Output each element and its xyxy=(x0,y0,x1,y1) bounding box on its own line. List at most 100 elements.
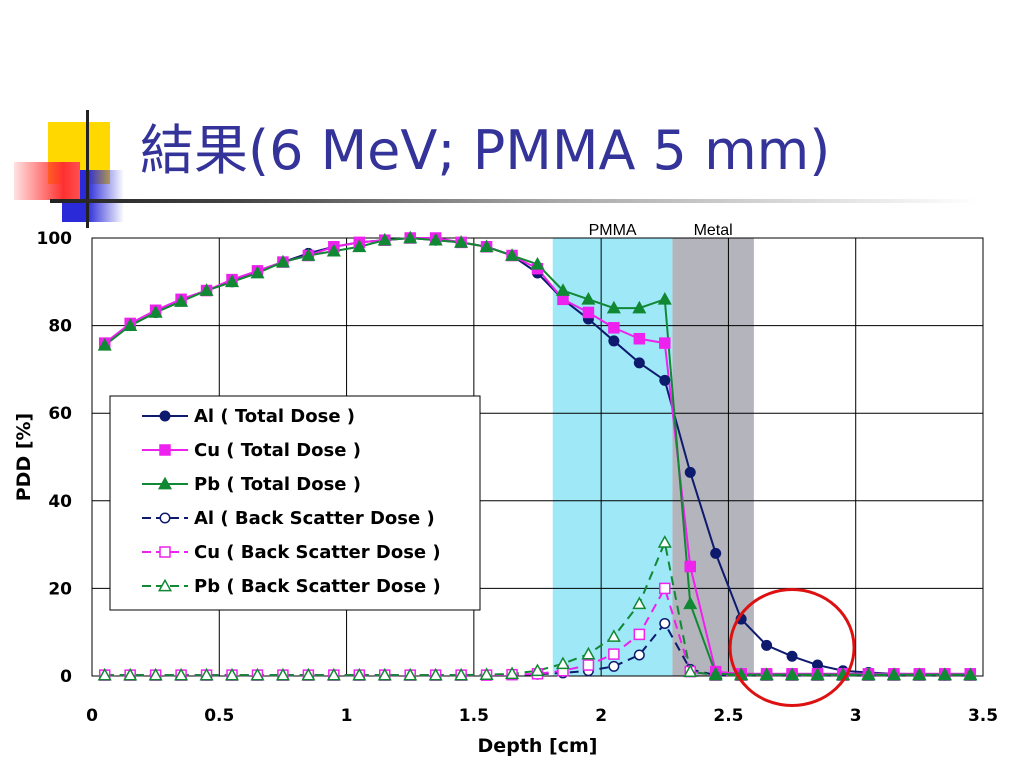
series-1-point xyxy=(659,337,671,349)
series-2-point xyxy=(403,230,418,244)
series-5-point xyxy=(377,667,392,681)
x-tick-label: 3 xyxy=(850,706,862,726)
legend-marker xyxy=(157,578,173,592)
series-0-point xyxy=(633,357,645,369)
slide-title: 結果(6 MeV; PMMA 5 mm) xyxy=(140,119,831,182)
series-5-point xyxy=(555,656,570,670)
series-1-point xyxy=(582,306,595,319)
series-2-point xyxy=(937,667,952,681)
legend-label: Pb ( Back Scatter Dose ) xyxy=(194,576,441,597)
decor-vertical-line xyxy=(86,110,89,228)
legend: Al ( Total Dose ) Cu ( Total Dose ) Pb ( T… xyxy=(109,395,481,611)
series-2-point xyxy=(199,283,214,296)
series-2-point xyxy=(810,667,825,681)
x-tick-label: 3.5 xyxy=(968,706,998,726)
legend-label: Cu ( Back Scatter Dose ) xyxy=(194,542,441,563)
decor-red-square xyxy=(14,162,80,200)
legend-label: Al ( Back Scatter Dose ) xyxy=(194,508,435,529)
series-2-point xyxy=(454,235,469,248)
title-underline xyxy=(50,199,980,203)
series-2-point xyxy=(174,294,189,307)
region-labels: PMMA Metal xyxy=(589,222,733,239)
series-2-point xyxy=(479,239,494,253)
series-2-point xyxy=(963,667,978,681)
series-2-point xyxy=(708,666,723,680)
series-2-point xyxy=(275,254,290,268)
series-4-point xyxy=(659,582,671,595)
y-tick-label: 100 xyxy=(37,229,73,249)
series-3-point xyxy=(659,617,671,629)
band-metal xyxy=(672,238,754,676)
series-5-point xyxy=(403,667,418,681)
series-5-point xyxy=(581,646,596,660)
legend-marker xyxy=(157,476,173,490)
series-2-point xyxy=(301,248,316,261)
series-2-point xyxy=(377,232,392,246)
series-0-point xyxy=(684,466,696,478)
x-tick-label: 2 xyxy=(595,706,607,726)
series-5-point xyxy=(352,667,367,681)
series-5-point xyxy=(530,663,545,677)
series-1-point xyxy=(633,332,646,345)
legend-label: Al ( Total Dose ) xyxy=(194,406,355,427)
series-1-point xyxy=(608,322,620,334)
x-tick-labels: 0 0.5 1 1.5 2 2.5 3 3.5 xyxy=(86,706,998,726)
series-3-point xyxy=(633,649,645,661)
series-2-point xyxy=(657,292,672,305)
series-0-point xyxy=(761,639,773,651)
x-tick-label: 1 xyxy=(341,706,353,726)
series-5-point xyxy=(123,667,138,681)
series-2-point xyxy=(97,338,112,351)
y-tick-label: 60 xyxy=(48,404,72,424)
legend-marker xyxy=(159,546,171,558)
legend-label: Cu ( Total Dose ) xyxy=(194,440,361,461)
series-5-point xyxy=(174,667,189,681)
series-2-point xyxy=(123,318,138,331)
series-5-point xyxy=(250,667,265,681)
series-2-point xyxy=(683,596,698,610)
legend-marker xyxy=(159,410,171,422)
x-tick-label: 0.5 xyxy=(204,706,234,726)
annotation xyxy=(728,588,856,708)
band-label-pmma: PMMA xyxy=(589,222,637,239)
y-tick-label: 20 xyxy=(48,579,72,599)
series-0-point xyxy=(786,650,798,662)
series-5-point xyxy=(326,667,341,681)
series-4-point xyxy=(608,648,620,660)
y-tick-label: 80 xyxy=(48,317,72,337)
series-2-point xyxy=(785,667,800,681)
series-2-point xyxy=(326,243,341,257)
band-label-metal: Metal xyxy=(694,222,733,239)
x-tick-label: 2.5 xyxy=(713,706,743,726)
series-5-point xyxy=(606,629,621,642)
series-5-point xyxy=(199,667,214,681)
series-5-point xyxy=(479,667,494,681)
series-0-point xyxy=(659,374,671,386)
series-5-point xyxy=(505,666,520,680)
series-5-point xyxy=(632,596,647,610)
series-5-point xyxy=(275,667,290,681)
x-tick-label: 0 xyxy=(86,706,98,726)
series-5-point xyxy=(428,667,443,681)
y-tick-label: 0 xyxy=(60,667,72,687)
y-axis-label: PDD [%] xyxy=(13,413,35,502)
series-2-point xyxy=(886,667,901,681)
series-2-point xyxy=(632,300,647,314)
series-2-point xyxy=(759,667,774,681)
series-2-point xyxy=(861,667,876,681)
series-5-point xyxy=(97,667,112,681)
series-2-point xyxy=(530,256,545,270)
series-5-point xyxy=(454,667,469,681)
series-2-point xyxy=(352,239,367,253)
y-tick-label: 40 xyxy=(48,492,72,512)
legend-marker xyxy=(159,512,171,524)
series-5-point xyxy=(657,535,672,548)
series-5-point xyxy=(301,667,316,681)
x-axis-label: Depth [cm] xyxy=(478,735,598,757)
annotation-circle xyxy=(728,588,856,708)
series-2-point xyxy=(428,232,443,246)
series-markers xyxy=(97,230,978,681)
series-5-point xyxy=(683,664,698,677)
series-2-point xyxy=(505,248,520,261)
